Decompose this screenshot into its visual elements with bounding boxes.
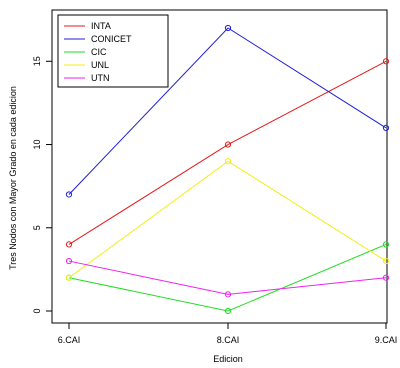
- data-point: [224, 307, 232, 315]
- series-line: [68, 160, 387, 279]
- y-tick-label: 5: [32, 225, 42, 230]
- data-point: [382, 274, 390, 281]
- legend-label: UNL: [91, 60, 109, 70]
- x-axis-title: Edicion: [213, 354, 243, 364]
- data-point: [65, 191, 73, 198]
- legend-label: INTA: [91, 21, 111, 31]
- series-line: [68, 60, 387, 245]
- y-axis-title: Tres Nodos con Mayor Grado en cada edici…: [8, 86, 18, 270]
- legend: INTA CONICET CIC UNL UTN: [57, 14, 169, 88]
- data-point: [382, 124, 390, 131]
- legend-box: [57, 14, 169, 88]
- data-point: [224, 291, 232, 298]
- y-tick-label: 0: [32, 308, 42, 313]
- legend-label: CIC: [91, 47, 107, 57]
- x-tick-label: 9.CAI: [375, 335, 398, 345]
- x-tick-label: 6.CAI: [58, 335, 81, 345]
- data-point: [65, 257, 73, 265]
- data-point: [224, 24, 232, 32]
- data-point: [65, 241, 73, 248]
- data-point: [224, 158, 232, 165]
- data-point: [382, 241, 390, 248]
- data-point: [382, 58, 390, 65]
- series-cic: [65, 241, 390, 315]
- x-axis: 6.CAI 8.CAI 9.CAI: [58, 322, 398, 345]
- series-inta: [65, 58, 390, 248]
- series-unl: [65, 158, 390, 281]
- series-layer: [65, 24, 390, 315]
- series-conicet: [65, 24, 390, 198]
- legend-label: UTN: [91, 73, 110, 83]
- series-line: [68, 27, 387, 195]
- data-point: [382, 257, 390, 265]
- y-tick-label: 10: [32, 140, 42, 150]
- y-tick-label: 15: [32, 56, 42, 66]
- x-tick-label: 8.CAI: [217, 335, 240, 345]
- y-axis: 0 5 10 15: [32, 56, 53, 314]
- series-utn: [65, 257, 390, 298]
- data-point: [224, 141, 232, 148]
- series-line: [68, 243, 387, 312]
- series-line: [68, 260, 387, 295]
- legend-label: CONICET: [91, 34, 132, 44]
- data-point: [65, 274, 73, 281]
